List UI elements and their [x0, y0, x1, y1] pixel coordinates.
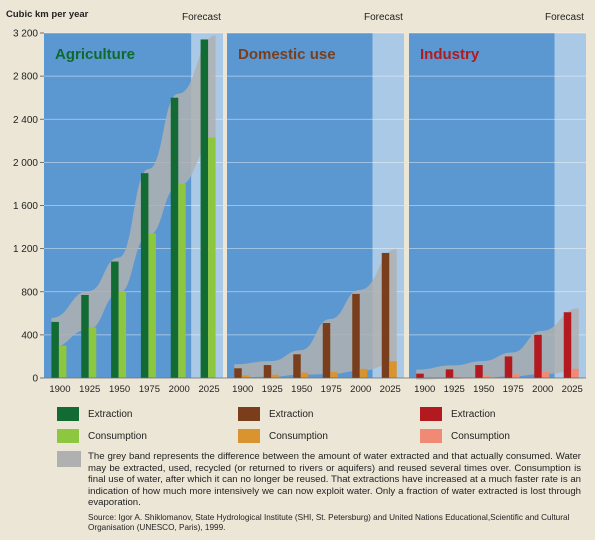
legend-label-industry-consumption: Consumption: [451, 431, 510, 442]
source-note: Source: Igor A. Shiklomanov, State Hydro…: [88, 513, 570, 532]
bar-consumption-2000: [541, 372, 550, 378]
bar-extraction-1975: [322, 323, 331, 378]
x-tick-label: 1950: [473, 384, 494, 395]
bar-consumption-1925: [88, 327, 97, 378]
legend-swatch-agriculture-extraction: [57, 407, 79, 421]
y-tick-label: 2 000: [13, 158, 38, 169]
bar-extraction-2025: [563, 312, 572, 378]
x-tick-label: 1925: [262, 384, 283, 395]
y-tick-label: 0: [32, 374, 38, 385]
panel-industry: [409, 32, 586, 380]
bar-consumption-1975: [330, 372, 338, 378]
y-tick-label: 3 200: [13, 29, 38, 40]
y-tick-label: 1 600: [13, 201, 38, 212]
panel-title-agriculture: Agriculture: [55, 46, 135, 63]
x-tick-label: 2025: [199, 384, 220, 395]
legend-swatch-agriculture-consumption: [57, 429, 79, 443]
y-axis-title: Cubic km per year: [6, 9, 89, 20]
bar-extraction-1950: [293, 354, 301, 378]
legend-label-agriculture-extraction: Extraction: [88, 409, 133, 420]
bar-consumption-1975: [512, 374, 520, 378]
bar-consumption-1900: [241, 375, 250, 378]
forecast-label-domestic: Forecast: [364, 12, 403, 23]
panel-domestic: [227, 32, 404, 379]
bar-extraction-1900: [234, 368, 242, 378]
x-tick-label: 2025: [562, 384, 583, 395]
x-tick-label: 1975: [321, 384, 342, 395]
panel-agriculture: [44, 32, 223, 379]
forecast-label-industry: Forecast: [545, 12, 584, 23]
x-tick-label: 2000: [532, 384, 553, 395]
legend-swatch-industry-extraction: [420, 407, 442, 421]
bar-extraction-1975: [140, 173, 149, 378]
legend-label-industry-extraction: Extraction: [451, 409, 496, 420]
bar-extraction-1925: [445, 369, 454, 378]
bar-consumption-2025: [571, 368, 579, 378]
x-tick-label: 1950: [291, 384, 312, 395]
bar-extraction-1925: [81, 294, 89, 378]
bar-consumption-1950: [300, 372, 309, 378]
bar-extraction-2000: [170, 97, 179, 378]
bar-extraction-1950: [475, 365, 483, 378]
grey-band-note: The grey band represents the difference …: [88, 451, 581, 509]
y-tick-label: 1 200: [13, 244, 38, 255]
bar-extraction-1900: [51, 321, 59, 378]
y-tick-label: 400: [21, 330, 38, 341]
legend-swatch-grey-band: [57, 451, 81, 467]
bar-extraction-2000: [534, 334, 542, 378]
bar-extraction-1900: [416, 373, 424, 378]
bar-extraction-2025: [200, 39, 209, 378]
bar-extraction-2025: [381, 252, 390, 378]
legend-label-domestic-consumption: Consumption: [269, 431, 328, 442]
legend-swatch-domestic-consumption: [238, 429, 260, 443]
bar-extraction-2000: [352, 293, 360, 378]
x-tick-label: 1925: [79, 384, 100, 395]
x-tick-label: 2025: [380, 384, 401, 395]
panel-title-domestic: Domestic use: [238, 46, 336, 63]
x-tick-label: 1900: [232, 384, 253, 395]
bar-consumption-1950: [482, 375, 491, 378]
bar-consumption-1900: [58, 345, 67, 378]
x-tick-label: 1900: [414, 384, 435, 395]
x-tick-label: 1950: [109, 384, 130, 395]
y-tick-label: 2 400: [13, 115, 38, 126]
bar-consumption-1925: [453, 376, 461, 378]
bar-consumption-2000: [178, 183, 186, 378]
bar-consumption-1925: [271, 374, 279, 378]
y-tick-label: 2 800: [13, 72, 38, 83]
legend-label-domestic-extraction: Extraction: [269, 409, 314, 420]
y-tick-label: 800: [21, 287, 38, 298]
water-use-chart: 0 400 800 1 200 1 600 2 000 2 400 2 800 3 200 190…: [13, 29, 586, 395]
bar-consumption-2025: [389, 361, 397, 378]
x-tick-label: 2000: [169, 384, 190, 395]
x-tick-label: 1975: [139, 384, 160, 395]
x-tick-label: 2000: [350, 384, 371, 395]
legend-swatch-domestic-extraction: [238, 407, 260, 421]
x-tick-label: 1900: [49, 384, 70, 395]
bar-extraction-1975: [504, 356, 513, 378]
bar-consumption-1975: [148, 233, 156, 378]
bar-extraction-1925: [263, 365, 272, 378]
bar-consumption-1950: [118, 291, 127, 378]
bar-consumption-2025: [208, 137, 216, 378]
x-tick-label: 1975: [503, 384, 524, 395]
forecast-label-agriculture: Forecast: [182, 12, 221, 23]
legend-label-agriculture-consumption: Consumption: [88, 431, 147, 442]
panel-title-industry: Industry: [420, 46, 480, 63]
legend-swatch-industry-consumption: [420, 429, 442, 443]
x-tick-label: 1925: [444, 384, 465, 395]
bar-consumption-2000: [359, 368, 368, 378]
bar-extraction-1950: [111, 261, 119, 378]
